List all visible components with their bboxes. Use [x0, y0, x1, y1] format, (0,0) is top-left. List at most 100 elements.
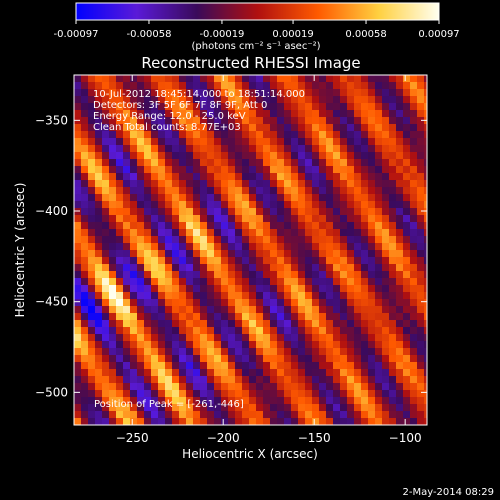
heatmap-cell	[403, 418, 410, 425]
heatmap-cell	[200, 348, 207, 355]
heatmap-cell	[144, 271, 151, 278]
heatmap-cell	[368, 201, 375, 208]
heatmap-cell	[340, 271, 347, 278]
heatmap-cell	[298, 376, 305, 383]
heatmap-cell	[417, 397, 424, 404]
heatmap-cell	[382, 159, 389, 166]
heatmap-cell	[137, 411, 144, 418]
heatmap-cell	[109, 187, 116, 194]
heatmap-cell	[235, 362, 242, 369]
heatmap-cell	[130, 369, 137, 376]
heatmap-cell	[291, 334, 298, 341]
heatmap-cell	[249, 75, 256, 82]
heatmap-cell	[298, 327, 305, 334]
heatmap-cell	[165, 152, 172, 159]
heatmap-cell	[165, 264, 172, 271]
heatmap-cell	[277, 404, 284, 411]
heatmap-cell	[186, 271, 193, 278]
heatmap-cell	[95, 257, 102, 264]
heatmap-cell	[298, 152, 305, 159]
heatmap-cell	[340, 250, 347, 257]
heatmap-cell	[319, 152, 326, 159]
heatmap-cell	[186, 383, 193, 390]
heatmap-cell	[389, 75, 396, 82]
heatmap-cell	[144, 376, 151, 383]
heatmap-cell	[102, 299, 109, 306]
heatmap-cell	[361, 166, 368, 173]
heatmap-cell	[277, 243, 284, 250]
heatmap-cell	[165, 89, 172, 96]
heatmap-cell	[74, 194, 81, 201]
heatmap-cell	[319, 194, 326, 201]
heatmap-cell	[249, 138, 256, 145]
heatmap-cell	[354, 355, 361, 362]
heatmap-cell	[284, 159, 291, 166]
heatmap-cell	[305, 299, 312, 306]
heatmap-cell	[361, 411, 368, 418]
heatmap-cell	[116, 131, 123, 138]
heatmap-cell	[137, 383, 144, 390]
heatmap-cell	[403, 327, 410, 334]
heatmap-cell	[312, 131, 319, 138]
heatmap-cell	[354, 236, 361, 243]
heatmap-cell	[249, 194, 256, 201]
heatmap-cell	[144, 313, 151, 320]
heatmap-cell	[172, 292, 179, 299]
heatmap-cell	[158, 138, 165, 145]
heatmap-cell	[298, 229, 305, 236]
heatmap-cell	[263, 75, 270, 82]
heatmap-cell	[417, 243, 424, 250]
heatmap-cell	[207, 271, 214, 278]
heatmap-cell	[375, 418, 382, 425]
heatmap-cell	[249, 159, 256, 166]
heatmap-cell	[326, 355, 333, 362]
heatmap-cell	[410, 208, 417, 215]
heatmap-cell	[221, 96, 228, 103]
heatmap-cell	[116, 229, 123, 236]
heatmap-cell	[179, 103, 186, 110]
heatmap-cell	[123, 117, 130, 124]
heatmap-cell	[88, 110, 95, 117]
heatmap-cell	[319, 117, 326, 124]
heatmap-cell	[130, 208, 137, 215]
heatmap-cell	[326, 390, 333, 397]
heatmap-cell	[116, 180, 123, 187]
heatmap-cell	[396, 222, 403, 229]
heatmap-cell	[109, 159, 116, 166]
heatmap-cell	[263, 404, 270, 411]
heatmap-cell	[354, 348, 361, 355]
heatmap-cell	[207, 348, 214, 355]
heatmap-cell	[298, 341, 305, 348]
heatmap-cell	[410, 131, 417, 138]
heatmap-cell	[200, 208, 207, 215]
heatmap-cell	[221, 103, 228, 110]
heatmap-cell	[221, 334, 228, 341]
heatmap-cell	[417, 180, 424, 187]
heatmap-cell	[102, 257, 109, 264]
heatmap-cell	[368, 110, 375, 117]
heatmap-cell	[375, 82, 382, 89]
heatmap-cell	[186, 110, 193, 117]
heatmap-cell	[396, 89, 403, 96]
heatmap-cell	[389, 313, 396, 320]
heatmap-cell	[305, 306, 312, 313]
heatmap-cell	[200, 187, 207, 194]
heatmap-cell	[333, 89, 340, 96]
heatmap-cell	[382, 334, 389, 341]
heatmap-cell	[151, 131, 158, 138]
heatmap-cell	[207, 250, 214, 257]
heatmap-cell	[291, 124, 298, 131]
heatmap-cell	[130, 152, 137, 159]
heatmap-cell	[270, 334, 277, 341]
heatmap-cell	[256, 404, 263, 411]
heatmap-cell	[123, 236, 130, 243]
heatmap-cell	[284, 229, 291, 236]
heatmap-cell	[277, 236, 284, 243]
heatmap-cell	[137, 390, 144, 397]
heatmap-cell	[207, 103, 214, 110]
heatmap-cell	[291, 243, 298, 250]
heatmap-cell	[410, 110, 417, 117]
heatmap-cell	[123, 194, 130, 201]
heatmap-cell	[312, 159, 319, 166]
heatmap-cell	[368, 131, 375, 138]
